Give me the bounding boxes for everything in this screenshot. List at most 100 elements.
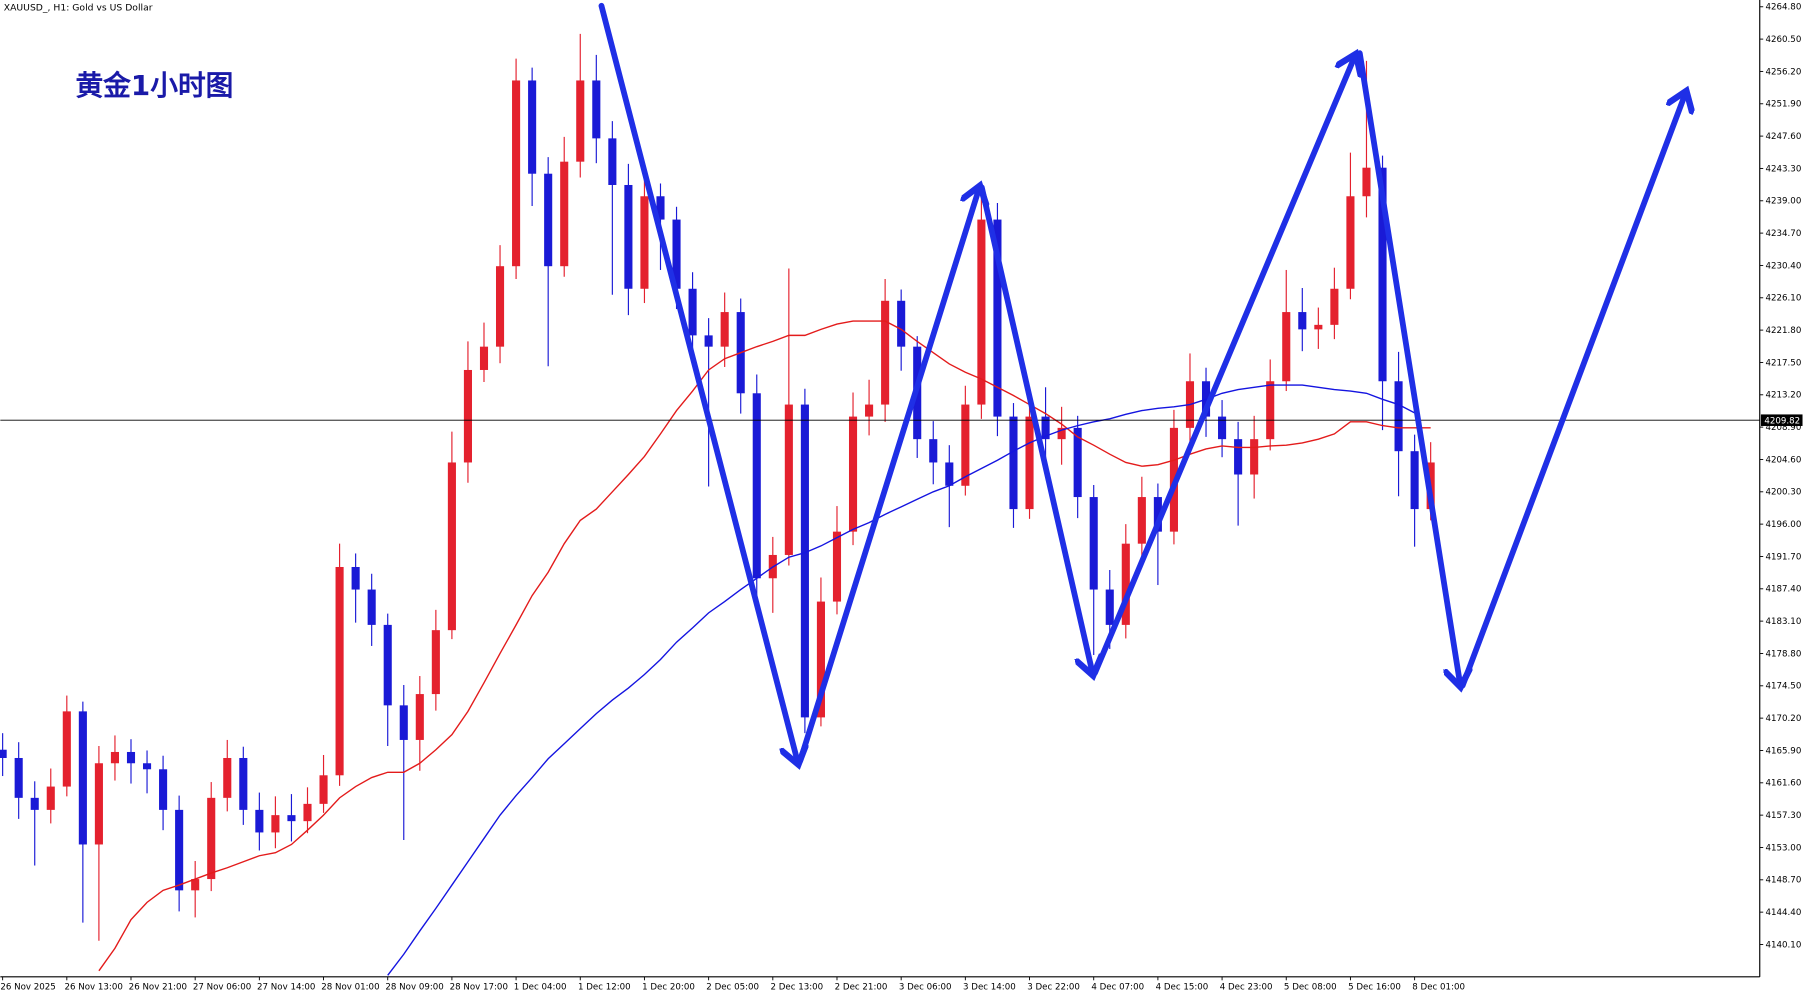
candle-body [287,815,296,822]
candle-body [848,416,858,532]
y-tick-label: 4221.80 [1766,326,1802,336]
candle-body [383,624,392,706]
candle-body [1089,497,1098,590]
candle-body [1121,543,1130,625]
candle-body [1137,497,1146,544]
candle-body [576,80,585,162]
y-tick-label: 4161.60 [1766,779,1802,789]
candle-body [495,266,505,347]
x-tick-label: 28 Nov 09:00 [385,983,443,993]
x-tick-label: 4 Dec 23:00 [1220,983,1273,993]
x-tick-label: 26 Nov 2025 [0,983,55,993]
candle-body [447,462,456,631]
x-tick-label: 1 Dec 04:00 [514,983,567,993]
candle-body [1394,381,1403,452]
candle-body [1234,439,1243,475]
x-tick-label: 26 Nov 13:00 [65,983,123,993]
candle-body [335,566,344,776]
candle-body [110,751,119,764]
x-tick-label: 26 Nov 21:00 [129,983,187,993]
candle-body [239,757,248,810]
candle-body [367,589,376,625]
y-tick-label: 4165.90 [1766,746,1802,756]
y-tick-label: 4148.70 [1766,876,1802,886]
x-tick-label: 8 Dec 01:00 [1412,983,1465,993]
candle-body [1298,312,1307,330]
y-tick-label: 4208.90 [1766,423,1802,433]
annotation: 黄金1小时图 [75,69,233,102]
x-tick-label: 2 Dec 13:00 [770,983,823,993]
candle-body [1362,167,1371,197]
arrow [1356,50,1461,685]
y-tick-label: 4226.10 [1766,294,1802,304]
x-tick-label: 5 Dec 16:00 [1348,983,1401,993]
candle-body [1105,589,1114,625]
candle-body [1250,439,1259,475]
y-tick-label: 4196.00 [1766,520,1802,530]
candle-body [159,769,168,810]
candle-body [415,694,424,740]
y-tick-label: 4157.30 [1766,811,1802,821]
y-tick-label: 4217.50 [1766,358,1802,368]
y-tick-label: 4251.90 [1766,100,1802,110]
y-tick-label: 4256.20 [1766,67,1802,77]
x-tick-label: 5 Dec 08:00 [1284,983,1337,993]
candle-body [94,763,103,845]
arrow [598,2,798,763]
candle-body [14,757,23,798]
candle-body [431,630,440,695]
y-tick-label: 4213.20 [1766,391,1802,401]
y-tick-label: 4174.50 [1766,682,1802,692]
candle-body [1025,416,1034,510]
y-tick-label: 4200.30 [1766,488,1802,498]
y-tick-label: 4264.80 [1766,3,1802,13]
candle-body [1266,381,1275,440]
candle-body [832,531,842,602]
y-tick-label: 4170.20 [1766,714,1802,724]
candle-body [1073,427,1082,498]
candle-body [704,335,713,347]
candle-body [544,173,553,267]
candle-body [512,80,521,267]
candle-body [656,196,665,220]
candle-body [977,219,986,405]
candle-body [78,711,87,845]
y-tick-label: 4183.10 [1766,617,1802,627]
moving-average [387,384,1415,976]
candle-body [816,601,825,718]
candle-body [624,184,633,289]
candle-body [1218,416,1227,440]
y-tick-label: 4247.60 [1766,132,1802,142]
arrow [1459,92,1686,689]
candle-body [175,809,184,891]
candle-body [1153,497,1162,532]
candle-body [993,219,1002,417]
candle-body [479,346,489,370]
candle-body [752,393,761,579]
price-tag-label: 4209.82 [1764,416,1800,426]
candle-body [1009,416,1018,510]
candle-body [672,219,681,289]
x-tick-label: 3 Dec 14:00 [963,983,1016,993]
candle-body [1330,288,1339,325]
x-tick-label: 4 Dec 07:00 [1091,983,1144,993]
candle-body [62,711,71,787]
x-tick-label: 28 Nov 01:00 [321,983,379,993]
candle-body [351,566,360,590]
x-tick-label: 1 Dec 20:00 [642,983,695,993]
candle-body [255,809,264,833]
candle-body [1057,427,1066,440]
candle-body [319,775,328,804]
candle-body [463,369,472,463]
x-tick-label: 27 Nov 06:00 [193,983,251,993]
candle-body [1378,167,1387,382]
x-tick-label: 1 Dec 12:00 [578,983,631,993]
y-tick-label: 4239.00 [1766,197,1802,207]
candle-body [592,80,601,139]
arrow [1092,55,1355,676]
candle-body [720,312,729,347]
candle-body [399,705,408,740]
y-tick-label: 4243.30 [1766,164,1802,174]
